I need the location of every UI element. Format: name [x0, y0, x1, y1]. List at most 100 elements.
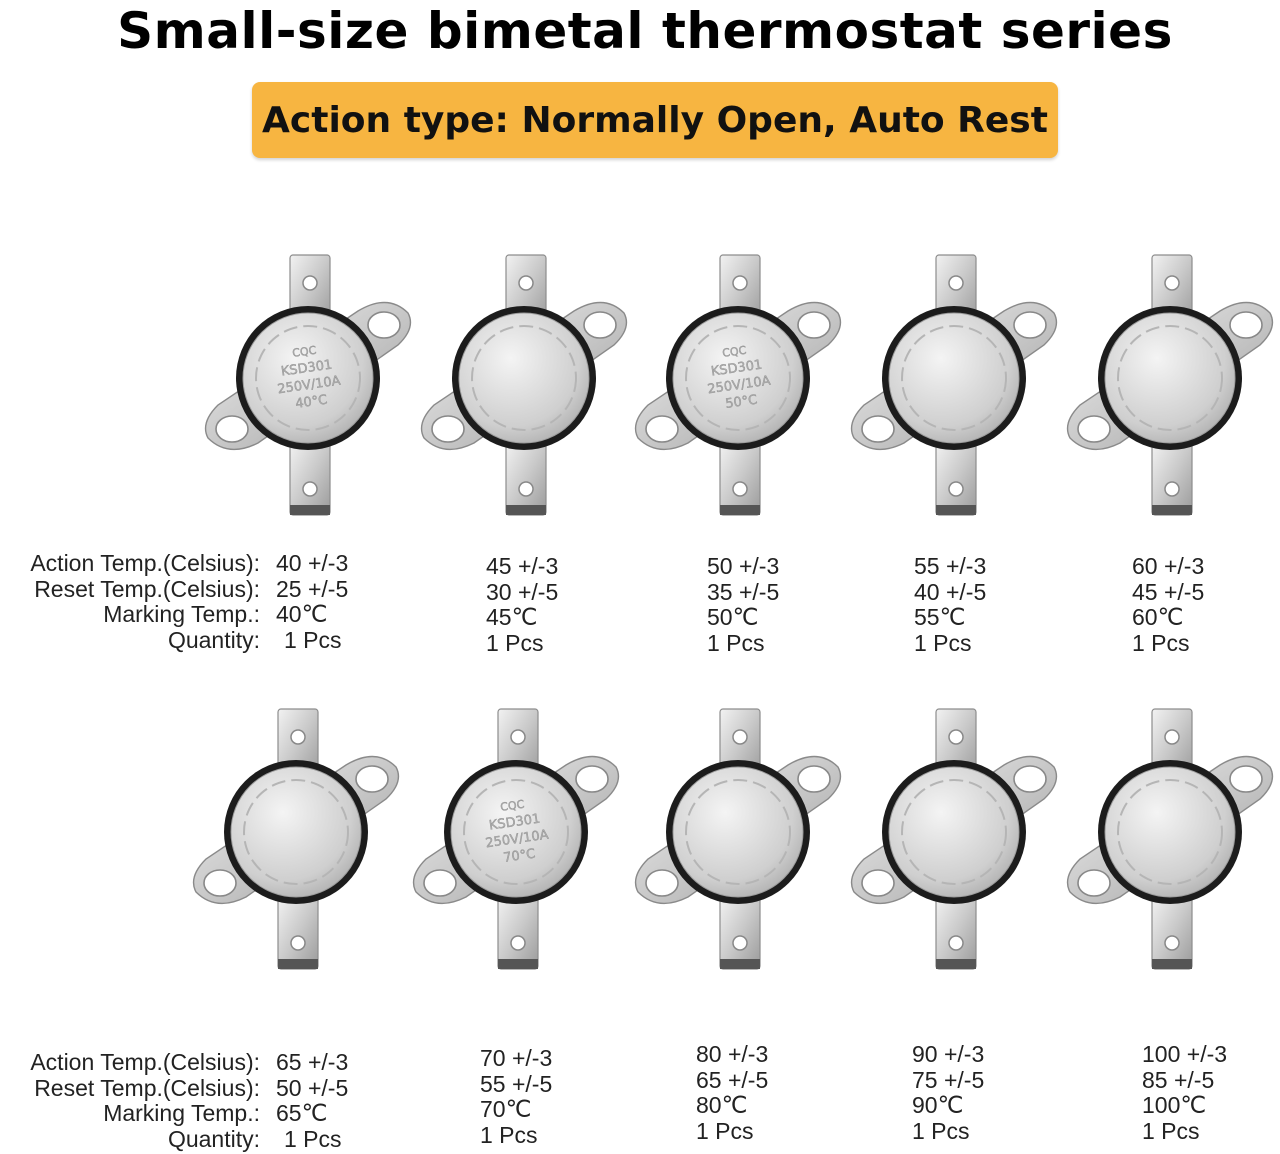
- marking-temp-value: 50℃: [707, 604, 759, 630]
- action-temp-value: 90 +/-3: [912, 1041, 985, 1067]
- svg-text:70°C: 70°C: [502, 847, 536, 866]
- action-temp-label: Action Temp.(Celsius):: [30, 1049, 260, 1075]
- thermostat-drawing: [1066, 708, 1274, 970]
- thermostat-image: [1060, 707, 1280, 977]
- action-temp-value: 70 +/-3: [480, 1045, 553, 1071]
- spec-column: 60 +/-3 45 +/-5 60℃ 1 Pcs: [1132, 553, 1205, 656]
- spec-column: 90 +/-3 75 +/-5 90℃ 1 Pcs: [912, 1041, 985, 1144]
- bottom-terminal: [935, 442, 977, 516]
- svg-text:KSD301: KSD301: [710, 358, 763, 380]
- quantity-value: 1 Pcs: [284, 626, 342, 653]
- thermostat-drawing: [850, 708, 1058, 970]
- reset-temp-value: 85 +/-5: [1142, 1066, 1215, 1093]
- thermostat-face: [242, 312, 374, 444]
- thermostat-image: [414, 253, 634, 523]
- svg-text:40°C: 40°C: [294, 393, 328, 412]
- svg-text:50°C: 50°C: [724, 393, 758, 412]
- svg-text:CQC: CQC: [722, 344, 748, 360]
- marking-temp-value: 40℃: [276, 601, 328, 627]
- spec-column: 50 +/-3 35 +/-5 50℃ 1 Pcs: [707, 553, 780, 656]
- bottom-terminal: [935, 896, 977, 970]
- marking-temp-value: 55℃: [914, 604, 966, 630]
- quantity-value: 1 Pcs: [1132, 629, 1190, 656]
- spec-column: 40 +/-3 25 +/-5 40℃ 1 Pcs: [276, 550, 349, 653]
- reset-temp-value: 75 +/-5: [912, 1066, 985, 1093]
- spec-column: 55 +/-3 40 +/-5 55℃ 1 Pcs: [914, 553, 987, 656]
- marking-temp-value: 100℃: [1142, 1092, 1207, 1118]
- spec-column: 45 +/-3 30 +/-5 45℃ 1 Pcs: [486, 553, 559, 656]
- svg-text:CQC: CQC: [292, 344, 318, 360]
- spec-labels: Action Temp.(Celsius): Reset Temp.(Celsi…: [2, 1049, 260, 1152]
- bottom-terminal: [719, 442, 761, 516]
- reset-temp-label: Reset Temp.(Celsius):: [34, 575, 260, 602]
- reset-temp-label: Reset Temp.(Celsius):: [34, 1074, 260, 1101]
- quantity-label: Quantity:: [167, 1125, 260, 1152]
- bottom-terminal: [719, 896, 761, 970]
- thermostat-face: [888, 312, 1020, 444]
- action-temp-label: Action Temp.(Celsius):: [30, 550, 260, 576]
- thermostat-drawing: [850, 254, 1058, 516]
- quantity-value: 1 Pcs: [284, 1125, 342, 1152]
- thermostat-drawing: [1066, 254, 1274, 516]
- thermostat-face: [888, 766, 1020, 898]
- bottom-terminal: [497, 896, 539, 970]
- bottom-terminal: [505, 442, 547, 516]
- page-title: Small-size bimetal thermostat series: [117, 2, 1173, 60]
- marking-temp-value: 60℃: [1132, 604, 1184, 630]
- reset-temp-value: 45 +/-5: [1132, 578, 1205, 605]
- quantity-value: 1 Pcs: [912, 1117, 970, 1144]
- thermostat-image: [844, 707, 1064, 977]
- thermostat-image: [844, 253, 1064, 523]
- quantity-value: 1 Pcs: [914, 629, 972, 656]
- spec-column: 70 +/-3 55 +/-5 70℃ 1 Pcs: [480, 1045, 553, 1148]
- thermostat-drawing: [634, 708, 842, 970]
- marking-temp-value: 65℃: [276, 1100, 328, 1126]
- reset-temp-value: 25 +/-5: [276, 575, 349, 602]
- reset-temp-value: 40 +/-5: [914, 578, 987, 605]
- quantity-value: 1 Pcs: [1142, 1117, 1200, 1144]
- quantity-value: 1 Pcs: [707, 629, 765, 656]
- thermostat-face: [672, 766, 804, 898]
- marking-temp-value: 45℃: [486, 604, 538, 630]
- thermostat-face: [458, 312, 590, 444]
- action-temp-value: 50 +/-3: [707, 553, 780, 579]
- bottom-terminal: [1151, 896, 1193, 970]
- action-temp-value: 55 +/-3: [914, 553, 987, 579]
- marking-temp-label: Marking Temp.:: [103, 601, 260, 627]
- marking-temp-value: 80℃: [696, 1092, 748, 1118]
- spec-column: 80 +/-3 65 +/-5 80℃ 1 Pcs: [696, 1041, 769, 1144]
- reset-temp-value: 35 +/-5: [707, 578, 780, 605]
- action-temp-value: 40 +/-3: [276, 550, 349, 576]
- thermostat-image: [1060, 253, 1280, 523]
- thermostat-drawing: [420, 254, 628, 516]
- thermostat-image: CQC KSD301 250V/10A 70°C: [406, 707, 626, 977]
- svg-text:CQC: CQC: [500, 798, 526, 814]
- bottom-terminal: [289, 442, 331, 516]
- thermostat-face: [672, 312, 804, 444]
- quantity-value: 1 Pcs: [486, 629, 544, 656]
- action-temp-value: 60 +/-3: [1132, 553, 1205, 579]
- reset-temp-value: 65 +/-5: [696, 1066, 769, 1093]
- marking-temp-label: Marking Temp.:: [103, 1100, 260, 1126]
- thermostat-face: [1104, 312, 1236, 444]
- quantity-label: Quantity:: [167, 626, 260, 653]
- quantity-value: 1 Pcs: [696, 1117, 754, 1144]
- thermostat-image: CQC KSD301 250V/10A 50°C: [628, 253, 848, 523]
- thermostat-face: [1104, 766, 1236, 898]
- reset-temp-value: 50 +/-5: [276, 1074, 349, 1101]
- thermostat-image: [628, 707, 848, 977]
- quantity-value: 1 Pcs: [480, 1121, 538, 1148]
- action-temp-value: 45 +/-3: [486, 553, 559, 579]
- marking-temp-value: 70℃: [480, 1096, 532, 1122]
- spec-column: 100 +/-3 85 +/-5 100℃ 1 Pcs: [1142, 1041, 1227, 1144]
- svg-text:KSD301: KSD301: [488, 812, 541, 834]
- thermostat-face: [450, 766, 582, 898]
- reset-temp-value: 55 +/-5: [480, 1070, 553, 1097]
- action-type-banner: Action type: Normally Open, Auto Rest: [252, 82, 1058, 158]
- marking-temp-value: 90℃: [912, 1092, 964, 1118]
- thermostat-image: [186, 707, 406, 977]
- svg-text:KSD301: KSD301: [280, 358, 333, 380]
